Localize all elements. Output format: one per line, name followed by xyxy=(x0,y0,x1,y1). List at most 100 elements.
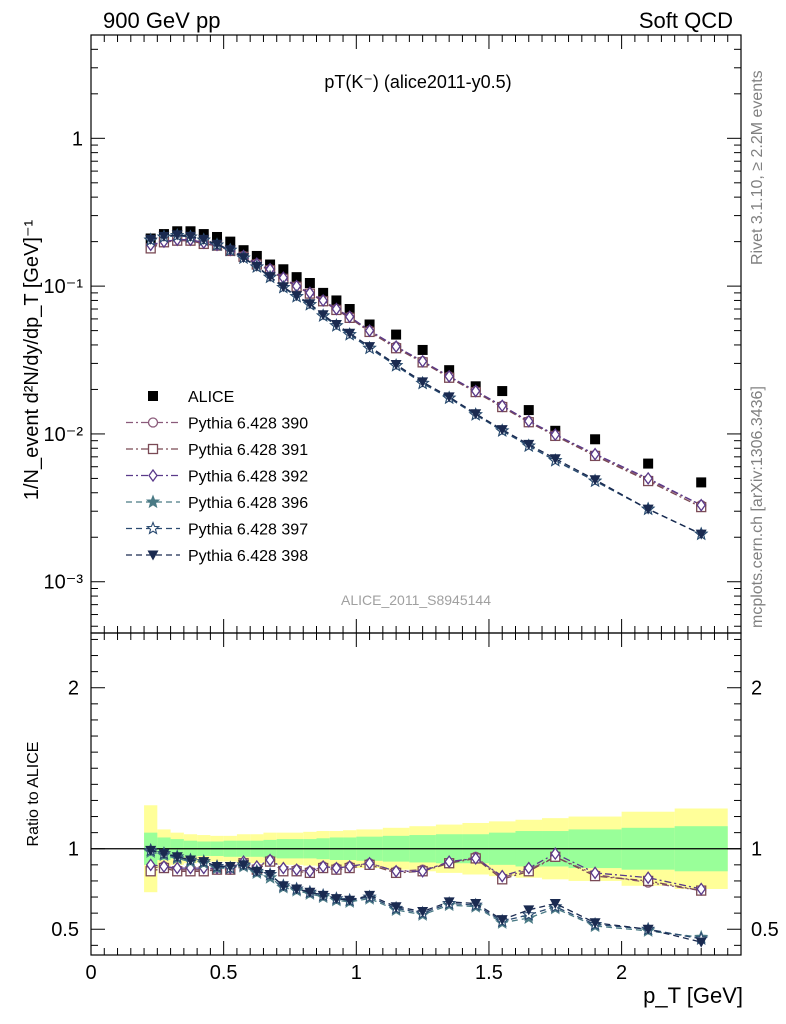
main-data-point xyxy=(523,439,535,450)
main-data-point xyxy=(696,498,707,512)
main-data-point xyxy=(364,342,376,353)
main-data-point xyxy=(417,354,428,368)
ratio-data-point xyxy=(291,884,303,895)
ratio-data-point xyxy=(696,882,707,896)
main-frame xyxy=(90,34,742,634)
main-data-point xyxy=(158,231,170,242)
main-data-point xyxy=(238,253,250,264)
ratio-data-point xyxy=(291,863,302,877)
x-axis-label: p_T [GeV] xyxy=(643,983,743,1008)
main-data-point xyxy=(251,261,263,272)
ratio-data-point xyxy=(470,898,482,909)
ratio-frame xyxy=(90,632,742,956)
ratio-data-point xyxy=(589,918,601,929)
main-data-point xyxy=(523,414,534,428)
x-tick-label: 1.5 xyxy=(475,962,503,984)
ratio-y-ticks: 0.5 0.5 1 1 2 2 xyxy=(51,638,779,946)
main-y-ticks: 10⁻³ 10⁻² 10⁻¹ 1 xyxy=(44,34,741,627)
main-y-tick-label: 10⁻² xyxy=(44,424,84,446)
legend-item: ALICE xyxy=(148,389,234,406)
main-data-point xyxy=(278,264,289,275)
header-left: 900 GeV pp xyxy=(103,8,220,33)
side-label-rivet: Rivet 3.1.10, ≥ 2.2M events xyxy=(749,70,766,265)
ratio-data-point xyxy=(198,857,210,868)
ratio-panel: 0.5 0.5 1 1 2 2 0 0.5 1 1.5 2 Ratio to ALICE p_T … xyxy=(25,632,779,1008)
ratio-data-point xyxy=(159,859,169,874)
main-data-point xyxy=(390,359,402,370)
main-series-line xyxy=(150,234,702,535)
main-series-line xyxy=(150,240,702,508)
ratio-y-tick-label-right: 0.5 xyxy=(751,919,779,941)
ratio-data-point xyxy=(444,855,454,869)
x-tick-label: 1 xyxy=(351,962,362,984)
main-data-point xyxy=(344,310,355,324)
main-data-point xyxy=(277,282,289,293)
legend-item: Pythia 6.428 396 xyxy=(126,494,308,512)
ratio-data-point xyxy=(550,846,561,861)
ratio-data-point xyxy=(549,898,561,909)
main-data-point xyxy=(212,231,223,242)
ratio-plot-area xyxy=(91,805,741,948)
main-data-point xyxy=(251,250,262,261)
main-data-point xyxy=(391,329,402,340)
ratio-data-point xyxy=(277,881,289,892)
main-data-point xyxy=(391,339,401,354)
main-data-point xyxy=(417,344,428,355)
main-y-tick-label: 10⁻¹ xyxy=(44,276,84,298)
ratio-data-point xyxy=(496,915,508,926)
main-data-point xyxy=(364,324,375,338)
main-data-point xyxy=(696,477,707,488)
ratio-y-axis-label: Ratio to ALICE xyxy=(25,742,42,847)
ratio-data-point xyxy=(145,845,157,856)
legend: ALICE Pythia 6.428 390 Pythia 6.428 391 Pyt… xyxy=(126,389,308,565)
ratio-data-point xyxy=(158,849,170,860)
main-data-point xyxy=(304,299,316,310)
ratio-y-tick-label: 2 xyxy=(68,678,79,700)
main-y-tick-label: 1 xyxy=(72,128,83,150)
ratio-data-point xyxy=(264,870,276,880)
main-data-point xyxy=(643,458,654,469)
main-data-point xyxy=(523,405,534,416)
main-data-point xyxy=(344,304,355,315)
ratio-data-point xyxy=(443,897,455,908)
main-panel: 10⁻³ 10⁻² 10⁻¹ 1 pT(K⁻) (alice2011-y0.5) AL… xyxy=(21,34,742,634)
main-series-line xyxy=(150,239,702,506)
header-right: Soft QCD xyxy=(639,8,733,33)
main-data-point xyxy=(497,399,508,413)
main-data-point xyxy=(171,230,183,241)
main-data-point xyxy=(304,277,315,288)
main-data-point xyxy=(331,295,342,306)
legend-item: Pythia 6.428 398 xyxy=(126,548,308,565)
ratio-x-ticks: 0 0.5 1 1.5 2 xyxy=(85,633,742,984)
ratio-data-point xyxy=(497,869,508,883)
legend-label: Pythia 6.428 390 xyxy=(188,416,308,433)
ratio-data-point xyxy=(364,856,375,870)
ratio-y-tick-label-right: 1 xyxy=(751,839,762,861)
main-data-point xyxy=(417,377,429,388)
ratio-data-point xyxy=(238,860,250,871)
main-x-ticks xyxy=(90,35,742,633)
ratio-data-point xyxy=(391,864,401,878)
ratio-data-point xyxy=(305,864,315,878)
ratio-y-tick-label: 0.5 xyxy=(51,919,79,941)
main-data-point xyxy=(224,245,236,256)
main-data-point xyxy=(198,234,210,245)
ratio-data-point xyxy=(331,861,342,875)
legend-label: Pythia 6.428 396 xyxy=(188,495,308,512)
ratio-data-point xyxy=(523,861,534,875)
main-data-point xyxy=(264,272,276,283)
main-series-line xyxy=(150,234,702,535)
ratio-data-point xyxy=(265,853,275,867)
side-label-mcplots: mcplots.cern.ch [arXiv:1306.3436] xyxy=(749,386,766,628)
main-data-point xyxy=(642,504,654,515)
main-data-point xyxy=(318,293,328,308)
ratio-data-point xyxy=(417,864,428,878)
main-data-point xyxy=(470,384,481,398)
ratio-data-point xyxy=(470,851,481,866)
legend-item: Pythia 6.428 391 xyxy=(126,442,308,459)
ratio-data-point xyxy=(224,861,236,872)
ratio-data-point xyxy=(417,907,429,918)
ratio-data-point xyxy=(642,924,654,935)
legend-marker xyxy=(145,494,161,509)
